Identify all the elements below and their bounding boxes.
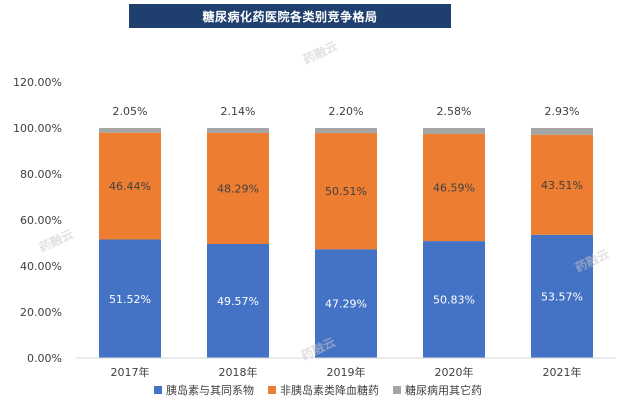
y-tick-label: 80.00%	[20, 168, 62, 181]
y-tick-label: 100.00%	[13, 122, 62, 135]
bar-segment	[99, 127, 161, 133]
bar-segment	[207, 128, 269, 133]
x-tick-label: 2019年	[327, 365, 366, 379]
data-label: 47.29%	[325, 298, 367, 311]
legend-label: 胰岛素与其同系物	[166, 384, 254, 397]
x-tick-label: 2018年	[219, 365, 258, 379]
y-tick-label: 60.00%	[20, 214, 62, 227]
bar-segment	[423, 241, 485, 358]
data-label: 2.20%	[329, 105, 364, 118]
data-label: 2.05%	[113, 105, 148, 118]
data-label: 50.51%	[325, 185, 367, 198]
data-label: 46.59%	[433, 182, 475, 195]
bar-segment	[207, 243, 269, 358]
data-label: 43.51%	[541, 179, 583, 192]
bar-segment	[207, 132, 269, 244]
bars: 51.52% 46.44% 2.05% 49.57% 48.29% 2.14% 47.29%…	[99, 105, 593, 358]
data-label: 2.58%	[437, 105, 472, 118]
data-label: 2.14%	[221, 105, 256, 118]
x-tick-label: 2021年	[543, 365, 582, 379]
y-tick-label: 40.00%	[20, 260, 62, 273]
y-tick-label: 20.00%	[20, 306, 62, 319]
bar-segment	[315, 249, 377, 358]
legend-label: 非胰岛素类降血糖药	[280, 384, 379, 397]
bar-segment	[99, 132, 161, 240]
legend-swatch	[154, 386, 162, 394]
data-label: 2.93%	[545, 105, 580, 118]
bar-segment	[315, 133, 377, 250]
legend-item: 非胰岛素类降血糖药	[268, 382, 379, 398]
bar-segment	[531, 134, 593, 235]
stacked-bar-chart: 0.00% 20.00% 40.00% 60.00% 80.00% 100.00% 120.…	[13, 76, 616, 379]
chart-title: 糖尿病化药医院各类别竞争格局	[129, 4, 451, 28]
bar-segment	[423, 128, 485, 134]
bar-segment	[315, 128, 377, 134]
legend-swatch	[268, 386, 276, 394]
x-tick-label: 2017年	[111, 365, 150, 379]
y-tick-label: 120.00%	[13, 76, 62, 89]
data-label: 50.83%	[433, 294, 475, 307]
bar-segment	[99, 239, 161, 358]
bar-segment	[423, 133, 485, 242]
legend-label: 糖尿病用其它药	[405, 384, 482, 397]
x-axis: 2017年 2018年 2019年 2020年 2021年	[76, 357, 616, 379]
y-axis: 0.00% 20.00% 40.00% 60.00% 80.00% 100.00% 120.…	[13, 76, 62, 365]
legend-item: 胰岛素与其同系物	[154, 382, 254, 398]
legend-swatch	[393, 386, 401, 394]
data-label: 48.29%	[217, 182, 259, 195]
bar-segment	[531, 127, 593, 135]
y-tick-label: 0.00%	[27, 352, 62, 365]
x-tick-label: 2020年	[435, 365, 474, 379]
data-label: 53.57%	[541, 290, 583, 303]
legend: 胰岛素与其同系物 非胰岛素类降血糖药 糖尿病用其它药	[0, 380, 636, 400]
bar-segment	[531, 234, 593, 358]
data-label: 51.52%	[109, 293, 151, 306]
data-label: 49.57%	[217, 295, 259, 308]
legend-item: 糖尿病用其它药	[393, 382, 482, 398]
data-label: 46.44%	[109, 180, 151, 193]
